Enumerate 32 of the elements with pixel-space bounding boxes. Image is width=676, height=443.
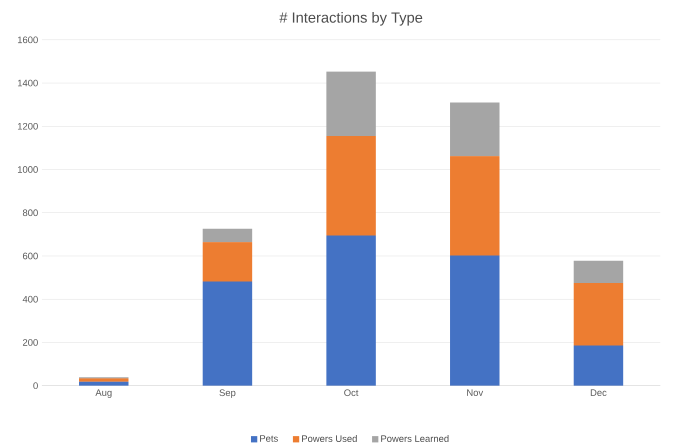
bar [574, 260, 624, 283]
bar [450, 156, 500, 256]
x-tick-label: Oct [344, 389, 358, 396]
y-tick-label: 0 [33, 382, 38, 389]
bar [79, 382, 128, 386]
y-tick-label: 1600 [18, 36, 38, 44]
bar [450, 255, 500, 386]
x-tick-label: Sep [219, 389, 236, 398]
y-tick-label: 600 [22, 252, 38, 260]
legend-label: Pets [260, 435, 278, 442]
bar [202, 281, 252, 386]
bar [326, 71, 376, 136]
legend-label: Powers Used [302, 434, 357, 442]
x-tick-label: Nov [467, 389, 484, 396]
y-tick-label: 200 [22, 338, 38, 346]
y-tick-label: 1200 [18, 122, 38, 130]
y-tick-label: 1000 [18, 166, 38, 173]
bar [202, 242, 252, 282]
chart-title: # Interactions by Type [279, 12, 422, 26]
bar [79, 378, 128, 382]
x-tick-label: Aug [95, 389, 112, 398]
legend-label: Powers Learned [381, 434, 448, 442]
x-tick-label: Dec [590, 389, 607, 396]
bar [574, 345, 624, 386]
bar [450, 102, 500, 156]
bar [326, 136, 376, 236]
bar [202, 228, 252, 242]
bar [326, 235, 376, 386]
y-tick-label: 400 [22, 296, 38, 302]
bar [574, 282, 624, 346]
y-tick-label: 1400 [18, 80, 38, 86]
y-tick-label: 800 [22, 209, 38, 216]
